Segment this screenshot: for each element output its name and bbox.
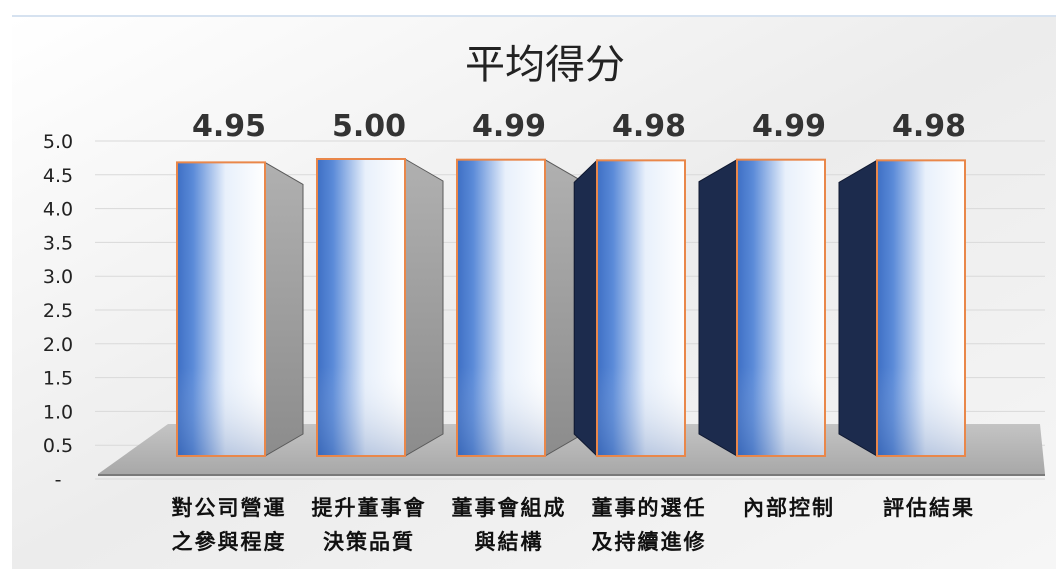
data-labels: 4.95 5.00 4.99 4.98 4.99 4.98: [192, 109, 966, 144]
data-label: 4.98: [892, 109, 966, 144]
y-tick-label: 3.0: [43, 266, 73, 288]
data-label: 4.95: [192, 109, 266, 144]
x-tick-label: 評估結果: [883, 496, 975, 520]
x-tick-label: 之參與程度: [172, 530, 287, 554]
y-tick-label: 1.0: [43, 401, 73, 423]
data-label: 5.00: [332, 109, 406, 144]
y-tick-label: 4.5: [43, 165, 73, 187]
x-tick-label: 內部控制: [743, 496, 835, 520]
y-tick-label: 2.5: [43, 300, 73, 322]
y-tick-label: 0.5: [43, 435, 73, 457]
chart-title: 平均得分: [465, 42, 625, 88]
y-tick-label: 3.5: [43, 232, 73, 254]
x-tick-label: 提升董事會: [312, 496, 427, 520]
bar-shading: [458, 160, 544, 455]
bars: [176, 158, 966, 458]
bar-side-face: [838, 159, 878, 457]
x-tick-label: 及持續進修: [592, 530, 707, 554]
y-tick-label: 5.0: [43, 131, 73, 153]
x-tick-label: 董事會組成: [452, 496, 567, 520]
x-tick-label: 對公司營運: [172, 496, 287, 520]
bar-shading: [178, 163, 264, 455]
y-tick-label: -: [55, 469, 62, 491]
bar-shading: [738, 160, 824, 455]
data-label: 4.99: [472, 109, 546, 144]
x-tick-label: 決策品質: [323, 530, 415, 554]
data-label: 4.98: [612, 109, 686, 144]
x-tick-label: 董事的選任: [592, 496, 707, 520]
bar-shading: [598, 161, 684, 456]
y-tick-label: 4.0: [43, 199, 73, 221]
bar-shading: [878, 161, 964, 456]
bar-side-face: [698, 158, 738, 457]
data-label: 4.99: [752, 109, 826, 144]
bar-side-face: [573, 159, 598, 458]
y-tick-label: 1.5: [43, 368, 73, 390]
y-axis-ticks: - 0.5 1.0 1.5 2.0 2.5 3.0 3.5 4.0 4.5 5.0: [43, 131, 73, 491]
y-tick-label: 2.0: [43, 334, 73, 356]
bar-side-face: [404, 158, 444, 457]
x-tick-label: 與結構: [475, 530, 544, 554]
bar-shading: [318, 160, 404, 455]
bar-side-face: [264, 161, 304, 457]
